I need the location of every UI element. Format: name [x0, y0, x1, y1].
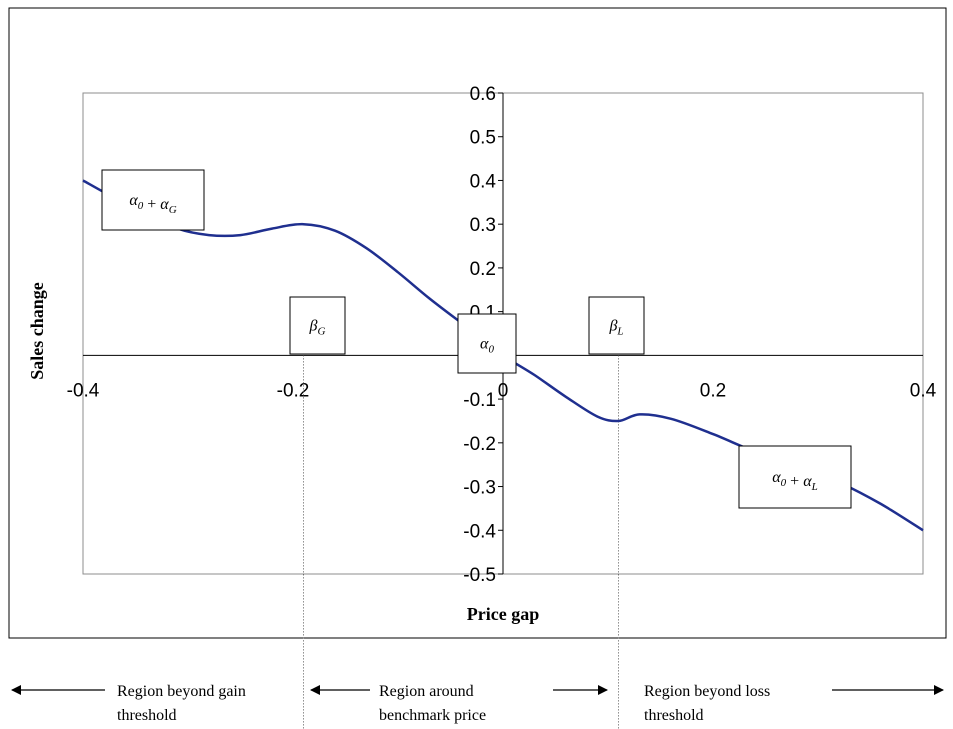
y-axis-title: Sales change: [27, 282, 47, 380]
annotation-box: [457, 313, 517, 374]
x-tick-label: 0: [498, 380, 509, 401]
x-tick-labels: -0.4 -0.2 0 0.2 0.4: [67, 380, 937, 401]
annotation-alpha0-plus-alphaL: α0 + αL: [738, 445, 852, 509]
annotation-box: [738, 445, 852, 509]
annotation-alpha0: α0: [457, 313, 517, 374]
y-tick-label: -0.3: [463, 478, 496, 499]
annotation-box: [289, 296, 346, 355]
y-tick-marks: [498, 92, 503, 575]
annotations: α0 + αG βG α0 βL α0 + αL: [101, 169, 852, 509]
annotation-label: βG: [309, 318, 326, 338]
y-tick-label: -0.4: [463, 521, 496, 542]
y-tick-label: 0.5: [470, 128, 496, 149]
annotation-betaL: βL: [588, 296, 645, 355]
y-tick-label: -0.5: [463, 565, 496, 586]
region-around-benchmark-line1: Region around: [379, 683, 474, 700]
region-beyond-loss-line1: Region beyond loss: [644, 683, 770, 700]
region-beyond-gain-line1: Region beyond gain: [117, 683, 246, 700]
y-tick-label: 0.3: [470, 215, 496, 236]
annotation-betaG: βG: [289, 296, 346, 355]
x-tick-label: 0.4: [910, 380, 937, 401]
annotation-box: [588, 296, 645, 355]
x-tick-label: -0.2: [277, 380, 310, 401]
annotation-label: α0: [480, 336, 494, 356]
y-tick-label: -0.1: [463, 390, 496, 411]
region-beyond-loss-line2: threshold: [644, 707, 704, 724]
region-beyond-gain-line2: threshold: [117, 707, 177, 724]
x-tick-label: -0.4: [67, 380, 100, 401]
region-labels: Region beyond gain threshold Region arou…: [117, 683, 770, 724]
x-tick-label: 0.2: [700, 380, 726, 401]
annotation-label: α0 + αG: [129, 192, 176, 216]
annotation-label: βL: [608, 318, 623, 338]
y-tick-labels: 0.60.50.40.30.20.1-0.1-0.2-0.3-0.4-0.5: [463, 84, 496, 586]
y-tick-label: 0.6: [470, 84, 496, 105]
y-tick-label: 0.4: [470, 171, 497, 192]
annotation-alpha0-plus-alphaG: α0 + αG: [101, 169, 205, 231]
y-tick-label: 0.2: [470, 259, 496, 280]
x-axis-title: Price gap: [467, 604, 539, 624]
annotation-label: α0 + αL: [772, 469, 817, 493]
annotation-box: [101, 169, 205, 231]
y-tick-label: -0.2: [463, 434, 496, 455]
threshold-lines: [303, 355, 619, 729]
region-around-benchmark-line2: benchmark price: [379, 707, 486, 724]
